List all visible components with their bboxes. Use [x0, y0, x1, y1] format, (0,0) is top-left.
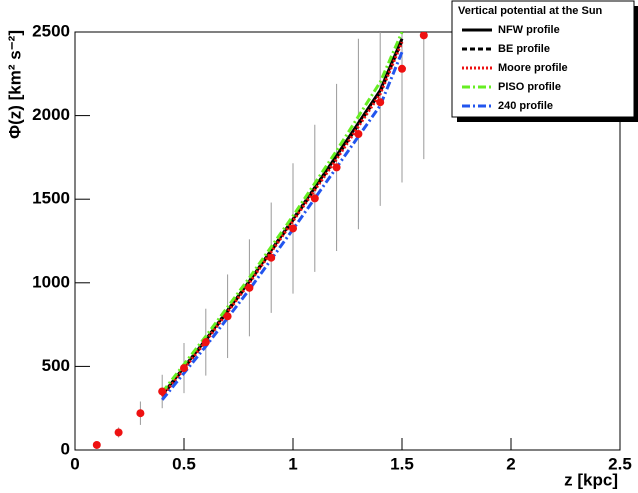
legend-title: Vertical potential at the Sun — [458, 5, 603, 17]
data-point — [223, 312, 232, 321]
x-tick-label: 2 — [506, 454, 515, 473]
data-point — [180, 364, 188, 373]
y-tick-label: 500 — [42, 356, 70, 375]
data-point — [201, 338, 210, 347]
series-line — [161, 38, 404, 396]
y-tick-label: 1500 — [32, 189, 70, 208]
y-tick-label: 2500 — [32, 21, 70, 40]
data-point — [310, 194, 319, 203]
plot-area — [92, 32, 428, 449]
data-point — [245, 283, 254, 292]
legend-label: BE profile — [498, 43, 550, 55]
data-point — [398, 64, 406, 73]
x-tick-label: 1.5 — [390, 454, 414, 473]
data-point — [267, 253, 276, 262]
legend-label: NFW profile — [498, 24, 560, 36]
data-point — [376, 98, 385, 107]
data-point — [289, 224, 297, 233]
x-tick-label: 0.5 — [172, 454, 196, 473]
y-tick-label: 2000 — [32, 105, 70, 124]
data-point — [354, 129, 363, 138]
x-tick-label: 1 — [288, 454, 297, 473]
legend-label: PISO profile — [498, 81, 561, 93]
legend-box — [451, 0, 635, 118]
x-tick-label: 0 — [70, 454, 79, 473]
series-line — [161, 39, 404, 397]
legend-label: 240 profile — [498, 100, 553, 112]
series-line — [161, 41, 404, 398]
data-point — [114, 428, 123, 437]
data-point — [136, 409, 145, 418]
x-axis-label: z [kpc] — [564, 470, 618, 489]
data-point — [332, 163, 341, 172]
data-point — [158, 387, 167, 396]
data-point — [419, 32, 428, 40]
series-line — [161, 32, 404, 394]
legend-label: Moore profile — [498, 62, 568, 74]
y-tick-label: 0 — [61, 439, 70, 458]
data-point — [92, 440, 101, 449]
y-tick-label: 1000 — [32, 272, 70, 291]
x-tick-label: 2.5 — [608, 454, 632, 473]
y-axis-label: Φ(z) [km² s⁻²] — [5, 30, 24, 139]
plot-frame — [74, 31, 621, 451]
